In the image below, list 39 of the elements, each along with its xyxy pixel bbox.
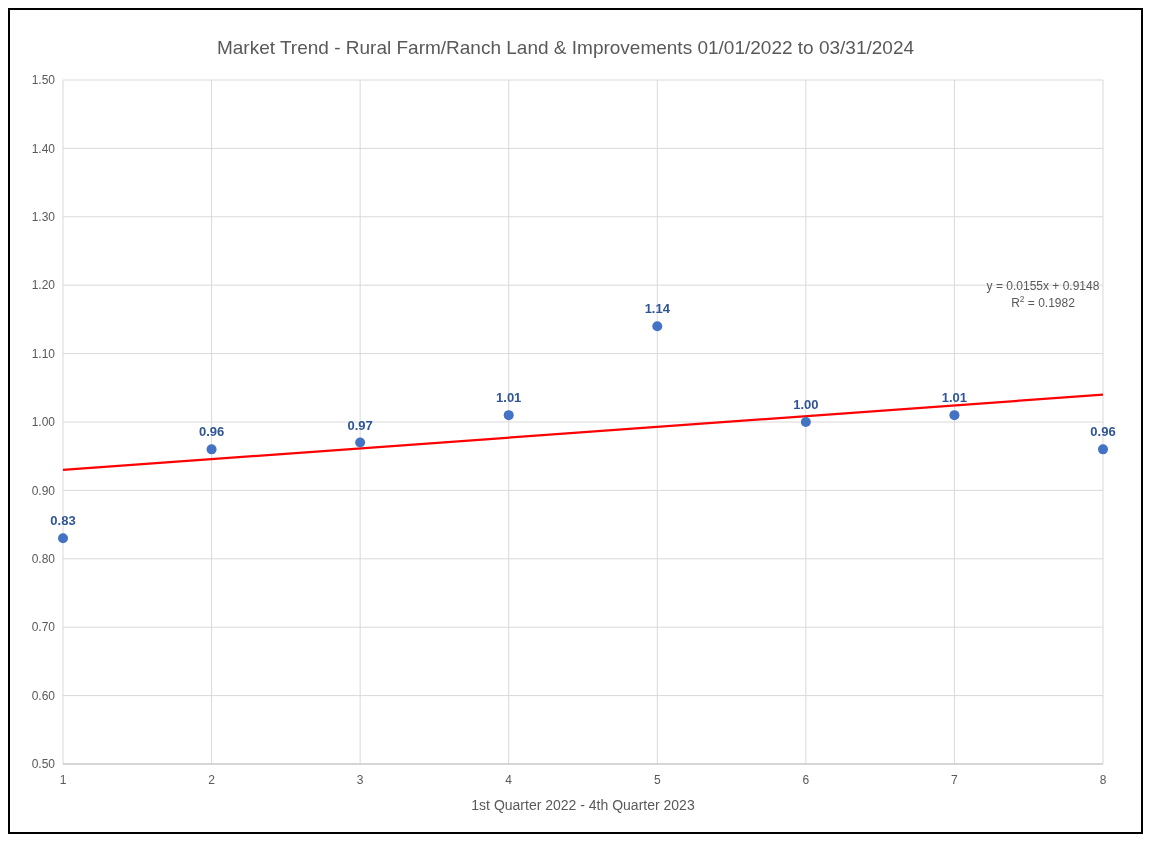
x-tick-label: 4 [505, 773, 513, 787]
point [1098, 444, 1108, 455]
point [58, 533, 68, 544]
data-label: 1.01 [941, 390, 968, 406]
y-tick-label: 1.40 [31, 141, 56, 156]
data-label: 0.96 [198, 424, 225, 440]
x-tick-label: 5 [653, 773, 661, 787]
x-tick-label: 1 [59, 773, 67, 787]
data-label: 1.00 [793, 397, 819, 412]
data-label: 0.83 [50, 513, 76, 529]
y-tick-label: 1.20 [31, 278, 56, 293]
data-label: 0.97 [347, 417, 373, 433]
annotation: R$^{2}$ = 0.1982 [1011, 294, 1076, 310]
y-tick-label: 1.30 [31, 210, 56, 224]
y-tick-label: 0.70 [31, 620, 56, 635]
y-tick-label: 1.50 [31, 73, 56, 88]
point [652, 321, 663, 332]
y-tick-label: 1.10 [31, 346, 56, 361]
x-tick-label: 6 [802, 773, 810, 787]
x-axis-title: 1st Quarter 2022 - 4th Quarter 2023 [471, 797, 695, 813]
data-label: 0.96 [1090, 424, 1116, 440]
annotation: y = 0.0155x + 0.9148 [986, 279, 1100, 293]
data-label: 1.14 [644, 301, 671, 317]
point [206, 444, 217, 455]
x-tick-label: 2 [208, 773, 216, 787]
chart-title: Market Trend - Rural Farm/Ranch Land & Improvements 01/01/2022 to 03/31/2024 [216, 37, 915, 58]
y-tick-label: 0.90 [31, 483, 56, 498]
y-tick-label: 1.00 [31, 415, 56, 430]
point [355, 437, 366, 448]
point [503, 410, 514, 421]
point [949, 410, 960, 421]
x-tick-label: 3 [356, 773, 364, 787]
data-label: 1.01 [496, 390, 522, 406]
x-tick-label: 8 [1099, 773, 1107, 787]
y-tick-label: 0.60 [31, 688, 56, 703]
point [800, 417, 811, 427]
x-tick-label: 7 [951, 773, 959, 787]
y-tick-label: 0.80 [31, 552, 56, 566]
y-tick-label: 0.50 [31, 757, 56, 772]
